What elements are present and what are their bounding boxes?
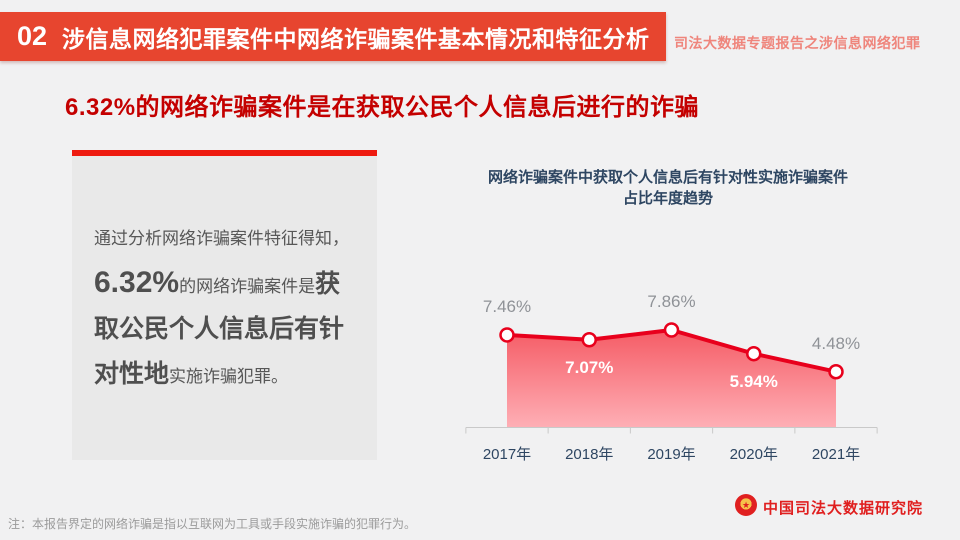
footnote: 注：本报告界定的网络诈骗是指以互联网为工具或手段实施诈骗的犯罪行为。 (8, 517, 417, 531)
info-box-intro: 通过分析网络诈骗案件特征得知， (94, 229, 349, 248)
info-box-end-text: 实施诈骗犯罪。 (169, 367, 289, 386)
chart-title-line1: 网络诈骗案件中获取个人信息后有针对性实施诈骗案件 (487, 169, 848, 186)
info-box-regular-text: 的网络诈骗案件是 (179, 277, 316, 296)
data-label-2019年: 7.86% (647, 292, 696, 311)
data-label-2017年: 7.46% (482, 296, 532, 316)
chart-title-line2: 占比年度趋势 (622, 190, 713, 207)
info-box: 通过分析网络诈骗案件特征得知， 6.32%的网络诈骗案件是获取公民个人信息后有针… (72, 156, 377, 460)
data-point-marker (581, 332, 597, 348)
org-name: 中国司法大数据研究院 (763, 500, 924, 517)
section-number: 02 (17, 21, 48, 51)
data-point-marker (663, 322, 680, 338)
data-label-2018年: 7.07% (565, 357, 614, 377)
x-axis-label-2020年: 2020年 (729, 446, 778, 463)
data-label-2021年: 4.48% (811, 333, 861, 353)
section-banner: 02 涉信息网络犯罪案件中网络诈骗案件基本情况和特征分析 (0, 12, 666, 61)
data-label-2020年: 5.94% (729, 371, 778, 391)
x-axis-label-2017年: 2017年 (482, 446, 532, 463)
trend-chart-canvas (465, 322, 878, 434)
section-title: 涉信息网络犯罪案件中网络诈骗案件基本情况和特征分析 (62, 25, 650, 52)
info-box-percentage: 6.32% (94, 266, 180, 299)
chart-title: 网络诈骗案件中获取个人信息后有针对性实施诈骗案件 占比年度趋势 (448, 167, 888, 209)
accent-bar (72, 150, 377, 156)
data-point-marker (828, 363, 844, 380)
emblem-star-icon: ★ (741, 499, 751, 510)
data-point-marker (746, 345, 762, 362)
org-emblem-icon: ★ (735, 494, 757, 516)
data-point-marker (499, 327, 515, 343)
report-series-subtitle: 司法大数据专题报告之涉信息网络犯罪 (674, 35, 921, 51)
page-headline: 6.32%的网络诈骗案件是在获取公民个人信息后进行的诈骗 (65, 94, 700, 121)
x-axis-label-2018年: 2018年 (565, 446, 614, 463)
trend-area-chart: 7.46% 7.07% 7.86% 5.94% 4.48% 2017年 2018年 2019年… (448, 285, 888, 475)
x-axis-label-2019年: 2019年 (647, 446, 696, 463)
info-box-bold-text: 获取公民个人信息后有针对性地 (94, 270, 345, 388)
info-box-body: 6.32%的网络诈骗案件是获取公民个人信息后有针对性地实施诈骗犯罪。 (94, 262, 365, 398)
x-axis-label-2021年: 2021年 (811, 446, 861, 463)
